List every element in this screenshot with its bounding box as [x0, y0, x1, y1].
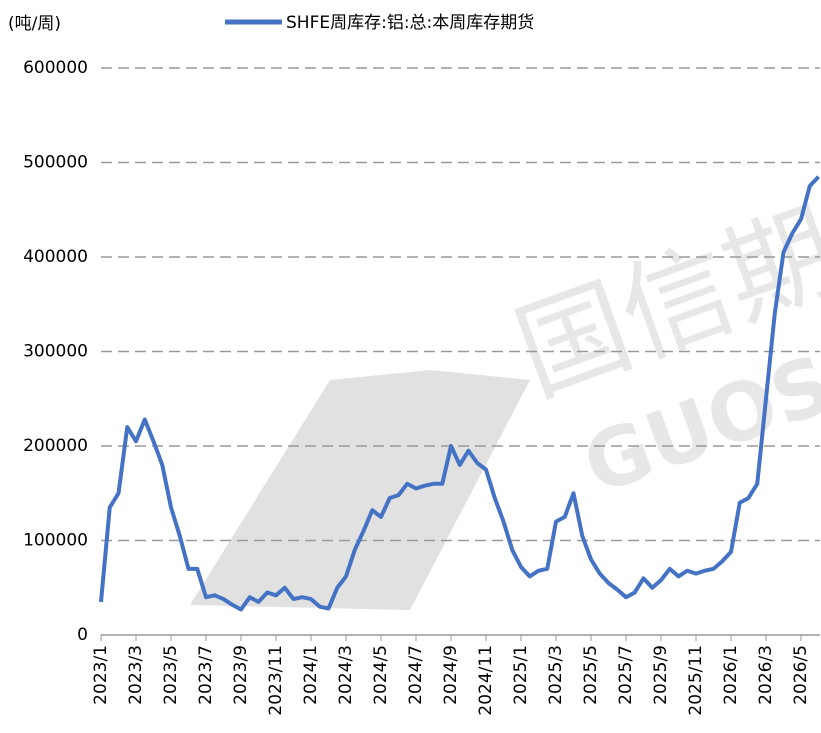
line-series — [99, 175, 820, 612]
legend-label: SHFE周库存:铝:总:本周库存期货 — [286, 13, 534, 33]
x-tick-label: 2025/7 — [616, 645, 636, 705]
y-tick-label: 100000 — [23, 531, 88, 551]
y-tick-label: 300000 — [23, 342, 88, 362]
x-tick-label: 2023/9 — [231, 645, 251, 705]
x-tick-label: 2024/11 — [476, 645, 496, 716]
x-tick-label: 2026/1 — [721, 645, 741, 705]
x-tick-label: 2023/7 — [196, 645, 216, 705]
watermark: 国信期 GUOS — [190, 186, 821, 610]
x-tick-label: 2025/11 — [686, 645, 706, 716]
y-tick-label: 600000 — [23, 58, 88, 78]
x-tick-label: 2024/1 — [301, 645, 321, 705]
y-tick-label: 400000 — [23, 247, 88, 267]
x-tick-label: 2024/5 — [371, 645, 391, 705]
x-tick-label: 2023/11 — [266, 645, 286, 716]
y-tick-label: 0 — [77, 625, 88, 645]
x-tick-label: 2023/1 — [91, 645, 111, 705]
x-tick-label: 2025/9 — [651, 645, 671, 705]
x-tick-label: 2024/7 — [406, 645, 426, 705]
x-tick-label: 2025/1 — [511, 645, 531, 705]
x-tick-label: 2023/5 — [161, 645, 181, 705]
y-tick-label: 500000 — [23, 153, 88, 173]
unit-label: (吨/周) — [8, 14, 61, 34]
x-tick-label: 2025/5 — [581, 645, 601, 705]
x-tick-label: 2023/3 — [126, 645, 146, 705]
x-tick-label: 2024/9 — [441, 645, 461, 705]
y-tick-label: 200000 — [23, 436, 88, 456]
x-tick-label: 2026/3 — [756, 645, 776, 705]
x-tick-label: 2025/3 — [546, 645, 566, 705]
x-tick-label: 2026/5 — [791, 645, 811, 705]
x-tick-label: 2024/3 — [336, 645, 356, 705]
watermark-shape — [190, 370, 530, 610]
